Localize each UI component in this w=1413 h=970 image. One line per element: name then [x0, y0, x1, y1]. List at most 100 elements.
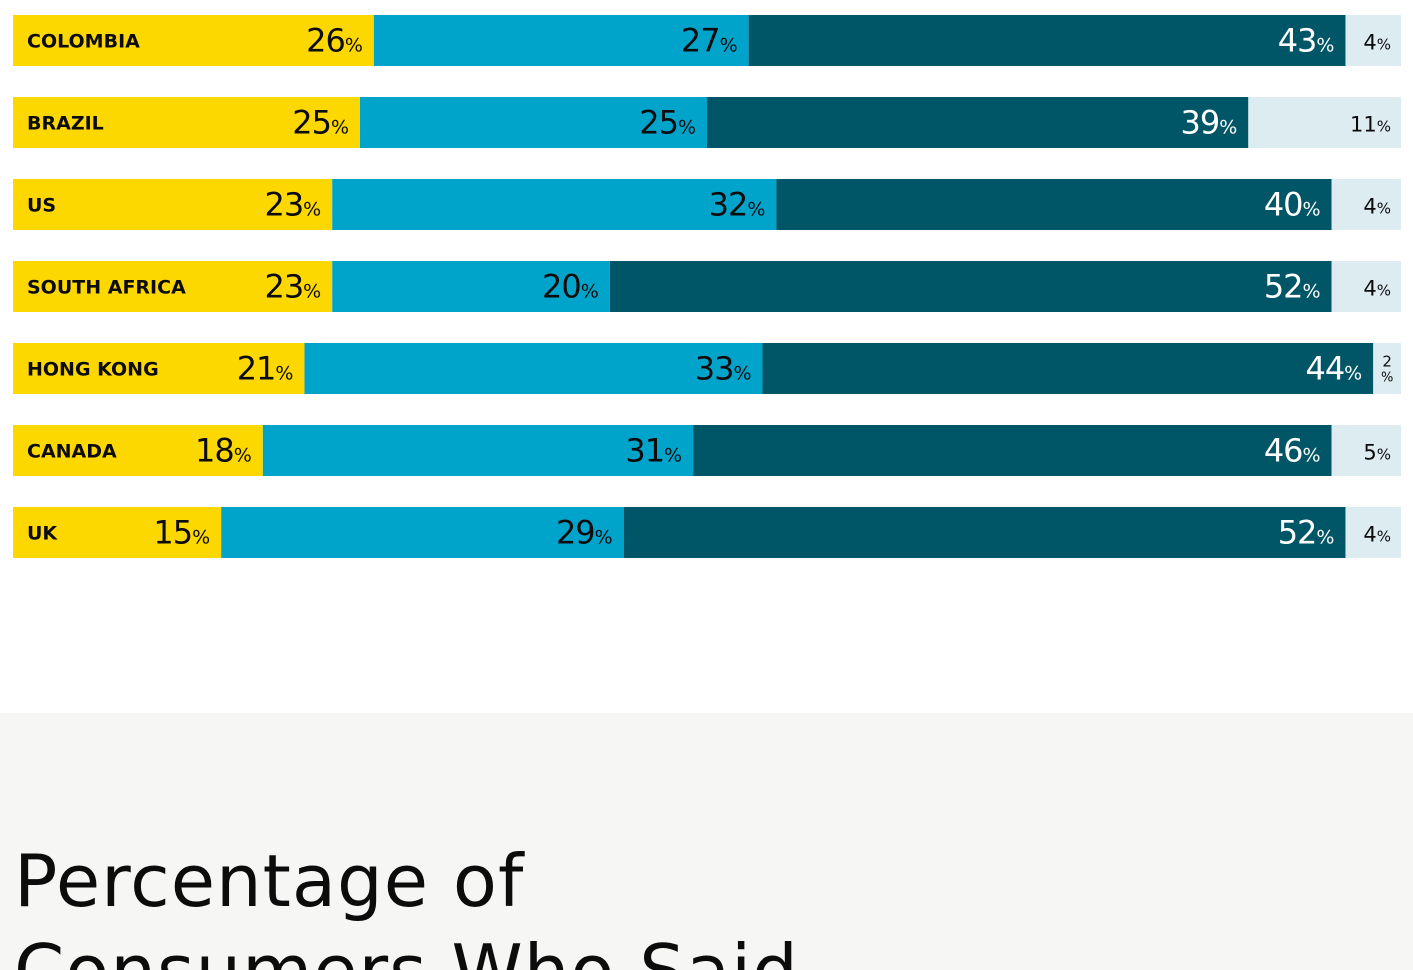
data-label-value: 26: [306, 22, 345, 60]
data-label: 29%: [556, 514, 613, 552]
data-label: 43%: [1278, 22, 1335, 60]
data-label-value: 20: [542, 268, 581, 306]
bar-segment: [1331, 179, 1401, 230]
bar-segment: [1345, 15, 1401, 66]
data-label: 52%: [1278, 514, 1335, 552]
data-label-unit: %: [1316, 527, 1334, 549]
data-label-value: 15: [153, 514, 192, 552]
bar-row-us: US 23% 32% 40% 4%: [13, 179, 1401, 230]
data-label-unit: %: [595, 527, 613, 549]
data-label-unit: %: [234, 445, 252, 467]
data-label-value: 44: [1305, 350, 1344, 388]
data-label: 31%: [625, 432, 682, 470]
data-label-value: 29: [556, 514, 595, 552]
data-label-unit: %: [1219, 117, 1237, 139]
bar-segment: [1248, 97, 1401, 148]
bar-segment: [762, 343, 1374, 394]
data-label: 52%: [1264, 268, 1321, 306]
data-label-value: 33: [695, 350, 734, 388]
bar-segment: [332, 179, 777, 230]
bar-segment: [360, 97, 707, 148]
data-label: 33%: [695, 350, 752, 388]
data-label: 20%: [542, 268, 599, 306]
data-label-unit: %: [303, 199, 321, 221]
bar-row-colombia: COLOMBIA 26% 27% 43% 4%: [13, 15, 1401, 66]
data-label-unit: %: [733, 363, 751, 385]
data-label-unit: %: [1377, 528, 1391, 546]
data-label-unit: %: [581, 281, 599, 303]
category-label: UK: [27, 523, 58, 545]
data-label: 11%: [1350, 113, 1391, 137]
section-heading: Percentage of Consumers Who Said: [14, 839, 798, 970]
bar-row-brazil: BRAZIL 25% 25% 39% 11%: [13, 97, 1401, 148]
data-label-value: 4: [1363, 31, 1376, 55]
bar-segment: [13, 15, 374, 66]
data-label: 23%: [264, 186, 321, 224]
data-label: 23%: [264, 268, 321, 306]
data-label-value: 39: [1181, 104, 1220, 142]
data-label: 18%: [195, 432, 252, 470]
data-label: 39%: [1181, 104, 1238, 142]
data-label-value: 40: [1264, 186, 1303, 224]
bar-segment: [373, 15, 749, 66]
data-label-value: 43: [1278, 22, 1317, 60]
data-label: 4%: [1363, 523, 1391, 547]
data-label-unit: %: [664, 445, 682, 467]
data-label-unit: %: [1377, 446, 1391, 464]
bar-segment: [13, 507, 222, 558]
bar-segment: [304, 343, 763, 394]
bar-segment: [13, 343, 305, 394]
data-label: 5%: [1363, 441, 1391, 465]
data-label-value: 32: [709, 186, 748, 224]
content-section: Percentage of Consumers Who Said: [0, 713, 1413, 970]
bar-segment: [221, 507, 624, 558]
data-label-value: 4: [1363, 277, 1376, 301]
data-label-value: 4: [1363, 523, 1376, 547]
data-label-unit: %: [747, 199, 765, 221]
data-label: 25%: [639, 104, 696, 142]
data-label-unit: %: [720, 35, 738, 57]
data-label: 44%: [1305, 350, 1362, 388]
data-label-unit: %: [1381, 371, 1393, 386]
data-label-unit: %: [275, 363, 293, 385]
bar-segment: [332, 261, 610, 312]
data-label-unit: %: [1377, 200, 1391, 218]
data-label-value: 25: [292, 104, 331, 142]
data-label-value: 31: [625, 432, 664, 470]
data-label: 4%: [1363, 31, 1391, 55]
data-label: 4%: [1363, 277, 1391, 301]
data-label-value: 21: [237, 350, 276, 388]
data-label: 25%: [292, 104, 349, 142]
data-label-unit: %: [331, 117, 349, 139]
data-label: 46%: [1264, 432, 1321, 470]
data-label: 26%: [306, 22, 363, 60]
data-label-unit: %: [303, 281, 321, 303]
data-label-unit: %: [1377, 118, 1391, 136]
data-label-unit: %: [345, 35, 363, 57]
data-label: 27%: [681, 22, 738, 60]
data-label-value: 46: [1264, 432, 1303, 470]
data-label: 40%: [1264, 186, 1321, 224]
data-label: 4%: [1363, 195, 1391, 219]
category-label: US: [27, 195, 56, 217]
data-label-value: 23: [264, 268, 303, 306]
bar-segment: [1373, 343, 1401, 394]
data-label-unit: %: [1344, 363, 1362, 385]
data-label-value: 5: [1363, 441, 1376, 465]
category-label: BRAZIL: [27, 113, 104, 135]
bar-row-canada: CANADA 18% 31% 46% 5%: [13, 425, 1401, 476]
bar-row-south-africa: SOUTH AFRICA 23% 20% 52% 4%: [13, 261, 1401, 312]
bar-row-uk: UK 15% 29% 52% 4%: [13, 507, 1401, 558]
data-label-value: 25: [639, 104, 678, 142]
category-label: COLOMBIA: [27, 31, 140, 53]
data-label-unit: %: [1377, 282, 1391, 300]
data-label-value: 27: [681, 22, 720, 60]
category-label: CANADA: [27, 441, 117, 463]
data-label-value: 2: [1382, 353, 1392, 371]
data-label-value: 18: [195, 432, 234, 470]
bar-segment: [609, 261, 1332, 312]
data-label-unit: %: [1303, 445, 1321, 467]
data-label-unit: %: [678, 117, 696, 139]
bar-segment: [13, 97, 360, 148]
data-label-value: 4: [1363, 195, 1376, 219]
